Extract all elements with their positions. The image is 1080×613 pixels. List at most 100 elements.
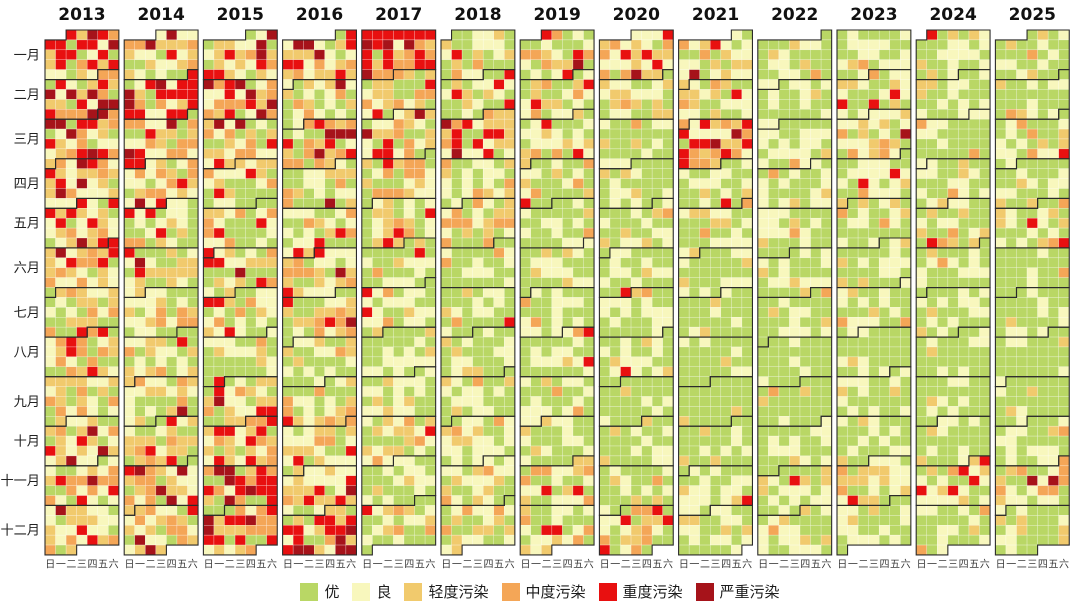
day-cell — [123, 118, 135, 130]
day-cell — [609, 108, 621, 120]
day-cell — [889, 455, 901, 467]
day-cell — [651, 49, 663, 60]
day-cell — [968, 495, 980, 506]
day-cell — [519, 257, 532, 268]
day-cell — [541, 29, 553, 41]
day-cell — [282, 346, 294, 358]
day-cell — [741, 178, 753, 189]
day-cell — [519, 376, 532, 387]
day-cell — [203, 356, 215, 368]
day-cell — [630, 99, 642, 110]
day-cell — [710, 158, 722, 169]
day-of-week-label: 三 — [948, 560, 958, 571]
day-cell — [768, 287, 780, 298]
day-cell — [868, 59, 880, 70]
day-cell — [630, 267, 642, 278]
day-cell — [224, 217, 236, 229]
day-cell — [915, 208, 928, 219]
day-cell — [847, 425, 859, 437]
day-cell — [504, 505, 516, 516]
day-cell — [836, 287, 848, 298]
day-cell — [926, 267, 938, 278]
day-cell — [166, 307, 178, 318]
day-cell — [482, 208, 495, 219]
day-cell — [868, 29, 880, 41]
day-cell — [968, 307, 980, 318]
day-cell — [504, 208, 516, 219]
day-cell — [345, 108, 357, 120]
day-cell — [583, 485, 595, 496]
day-cell — [900, 178, 912, 189]
day-cell — [678, 366, 690, 377]
day-cell — [97, 386, 109, 397]
day-cell — [741, 455, 753, 467]
day-cell — [741, 188, 753, 199]
day-of-week-label: 一 — [689, 560, 699, 571]
day-cell — [741, 49, 753, 60]
day-cell — [583, 356, 595, 368]
day-cell — [145, 485, 157, 496]
day-cell — [372, 217, 384, 229]
day-cell — [203, 158, 215, 169]
day-cell — [878, 89, 891, 100]
day-cell — [134, 227, 146, 239]
day-cell — [424, 178, 436, 189]
day-cell — [641, 118, 653, 130]
day-cell — [224, 148, 236, 160]
day-cell — [641, 208, 653, 219]
day-cell — [937, 396, 949, 407]
day-cell — [900, 297, 912, 308]
day-cell — [108, 515, 120, 526]
day-cell — [541, 475, 553, 486]
day-cell — [947, 376, 959, 387]
day-cell — [900, 485, 912, 496]
day-cell — [1016, 138, 1028, 150]
day-cell — [768, 525, 780, 536]
day-cell — [820, 118, 832, 130]
day-cell — [314, 455, 326, 467]
day-cell — [651, 267, 663, 278]
day-cell — [641, 59, 653, 70]
day-cell — [266, 59, 278, 70]
day-cell — [572, 59, 584, 70]
day-cell — [361, 366, 373, 377]
day-cell — [213, 237, 225, 249]
day-cell — [282, 485, 294, 496]
day-cell — [303, 79, 315, 90]
day-cell — [504, 257, 516, 268]
day-cell — [108, 465, 120, 476]
day-cell — [541, 376, 553, 387]
day-cell — [482, 485, 495, 496]
day-cell — [403, 257, 415, 268]
day-cell — [335, 534, 347, 546]
day-cell — [572, 108, 584, 120]
day-cell — [979, 396, 991, 407]
day-cell — [968, 336, 980, 348]
day-cell — [641, 465, 653, 476]
day-cell — [878, 435, 891, 447]
day-cell — [541, 178, 553, 189]
day-cell — [757, 326, 769, 338]
day-cell — [630, 515, 642, 526]
day-cell — [662, 445, 674, 457]
day-cell — [361, 138, 373, 150]
day-cell — [599, 227, 611, 239]
day-cell — [314, 445, 326, 457]
day-cell — [134, 178, 146, 189]
day-cell — [551, 455, 563, 467]
day-cell — [562, 99, 574, 110]
day-cell — [245, 445, 257, 457]
day-cell — [335, 376, 347, 387]
day-cell — [345, 435, 357, 447]
day-cell — [213, 59, 225, 70]
day-cell — [572, 287, 584, 298]
day-cell — [620, 386, 632, 397]
day-cell — [662, 287, 674, 298]
day-cell — [97, 198, 109, 209]
day-cell — [799, 416, 811, 427]
day-cell — [789, 455, 801, 467]
day-cell — [688, 445, 700, 457]
day-cell — [1037, 79, 1049, 90]
day-cell — [720, 505, 732, 516]
day-cell — [440, 69, 452, 80]
